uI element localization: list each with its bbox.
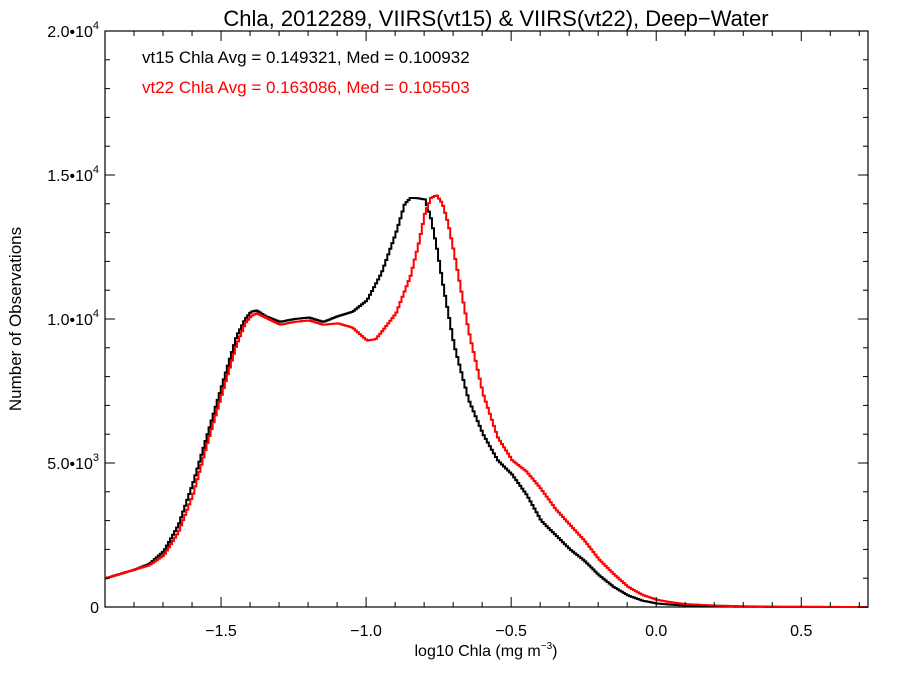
x-tick-label: −0.5: [495, 623, 527, 640]
y-axis-label: Number of Observations: [6, 227, 25, 411]
x-axis-label: log10 Chla (mg m−3): [414, 641, 557, 660]
x-tick-label: −1.5: [205, 623, 237, 640]
y-tick-label: 1.0•104: [47, 308, 99, 329]
x-axis-label-main: log10 Chla (mg m: [414, 643, 540, 660]
x-tick-label: 0.5: [790, 623, 812, 640]
x-tick-label: −1.0: [350, 623, 382, 640]
annotation-vt15: vt15 Chla Avg = 0.149321, Med = 0.100932: [142, 48, 470, 67]
y-tick-label: 1.5•104: [47, 164, 99, 185]
chart-title: Chla, 2012289, VIIRS(vt15) & VIIRS(vt22)…: [223, 6, 768, 31]
ticks-layer: −1.5 −1.0 −0.5 0.0 0.5 0 5.0•103 1.0•104 1.5•104…: [47, 20, 868, 640]
series-layer: [105, 194, 868, 608]
y-tick-label: 5.0•103: [47, 452, 99, 473]
series-line-1: [105, 194, 868, 608]
x-axis-label-close: ): [552, 643, 557, 660]
plot-frame: [104, 30, 869, 608]
y-tick-label: 2.0•104: [47, 20, 99, 41]
x-axis-label-sup: −3: [541, 641, 553, 652]
y-tick-label: 0: [90, 600, 99, 617]
x-tick-label: 0.0: [645, 623, 667, 640]
annotation-vt22: vt22 Chla Avg = 0.163086, Med = 0.105503: [142, 78, 470, 97]
